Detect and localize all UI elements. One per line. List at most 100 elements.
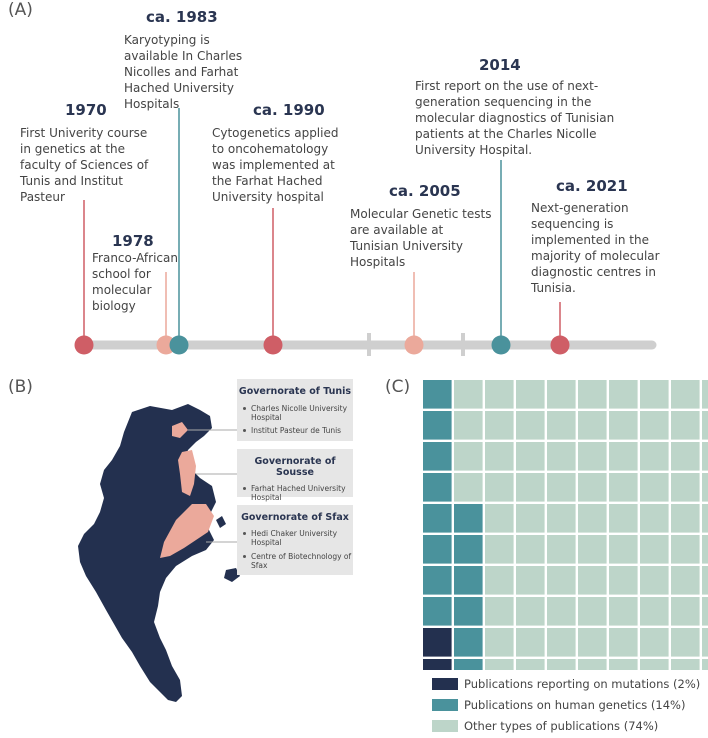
waffle-cell bbox=[640, 504, 669, 533]
event-1990-text: Cytogenetics applied to oncohematology w… bbox=[212, 126, 339, 204]
event-1983-year: ca. 1983 bbox=[146, 8, 218, 26]
waffle-cell bbox=[516, 504, 545, 533]
waffle-cell bbox=[516, 535, 545, 564]
waffle-cell bbox=[423, 659, 452, 670]
waffle-cell bbox=[547, 473, 576, 502]
waffle-cell bbox=[454, 535, 483, 564]
waffle-cell bbox=[578, 628, 607, 657]
waffle-cell bbox=[485, 566, 514, 595]
governorate-sfax-title: Governorate of Sfax bbox=[241, 512, 349, 523]
waffle-cell bbox=[578, 597, 607, 626]
waffle-cell bbox=[516, 442, 545, 471]
waffle-cell bbox=[609, 597, 638, 626]
waffle-cell bbox=[609, 442, 638, 471]
waffle-cell bbox=[702, 535, 708, 564]
waffle-cell bbox=[702, 504, 708, 533]
waffle-cell bbox=[547, 442, 576, 471]
waffle-cell bbox=[671, 628, 700, 657]
event-2005-year: ca. 2005 bbox=[389, 182, 461, 200]
waffle-cell bbox=[485, 473, 514, 502]
waffle-cell bbox=[454, 597, 483, 626]
waffle-cell bbox=[702, 566, 708, 595]
waffle-cell bbox=[702, 597, 708, 626]
tunisia-landmass bbox=[78, 404, 216, 702]
governorate-tunis-title: Governorate of Tunis bbox=[238, 386, 352, 397]
timeline-marker-1978 bbox=[156, 335, 176, 355]
governorate-sfax-item-2: Centre of Biotechnology of Sfax bbox=[237, 552, 353, 570]
waffle-cell bbox=[671, 566, 700, 595]
waffle-cell bbox=[671, 411, 700, 440]
timeline-marker-1983 bbox=[169, 335, 189, 355]
waffle-cell bbox=[640, 473, 669, 502]
waffle-cell bbox=[423, 535, 452, 564]
waffle-cell bbox=[640, 535, 669, 564]
waffle-cell bbox=[640, 628, 669, 657]
waffle-cell bbox=[609, 535, 638, 564]
waffle-cell bbox=[485, 411, 514, 440]
waffle-cell bbox=[578, 411, 607, 440]
waffle-cell bbox=[516, 566, 545, 595]
event-1978-text: Franco-African school for molecular biol… bbox=[92, 251, 178, 313]
waffle-cell bbox=[516, 473, 545, 502]
legend-swatch-mutations bbox=[432, 678, 458, 690]
waffle-cell bbox=[702, 659, 708, 670]
legend-label-other: Other types of publications (74%) bbox=[464, 719, 659, 733]
event-2005-text: Molecular Genetic tests are available at… bbox=[350, 207, 492, 269]
region-sousse bbox=[178, 450, 196, 496]
timeline-marker-2021 bbox=[550, 335, 570, 355]
waffle-chart bbox=[423, 380, 708, 670]
timeline-marker-2014 bbox=[491, 335, 511, 355]
waffle-cell bbox=[578, 380, 607, 409]
waffle-cell bbox=[423, 597, 452, 626]
legend-label-human-genetics: Publications on human genetics (14%) bbox=[464, 698, 686, 712]
waffle-cell bbox=[454, 442, 483, 471]
waffle-cell bbox=[485, 442, 514, 471]
waffle-cell bbox=[578, 504, 607, 533]
waffle-cell bbox=[423, 473, 452, 502]
waffle-cell bbox=[671, 659, 700, 670]
event-2021-year: ca. 2021 bbox=[556, 177, 628, 195]
waffle-cell bbox=[485, 628, 514, 657]
legend-label-mutations: Publications reporting on mutations (2%) bbox=[464, 677, 701, 691]
waffle-cell bbox=[485, 504, 514, 533]
waffle-cell bbox=[547, 411, 576, 440]
island-djerba bbox=[224, 568, 240, 582]
waffle-cell bbox=[671, 442, 700, 471]
waffle-cell bbox=[516, 628, 545, 657]
timeline-marker-1970 bbox=[74, 335, 94, 355]
waffle-cell bbox=[454, 411, 483, 440]
event-1978-year: 1978 bbox=[112, 232, 154, 250]
governorate-sousse-item-1: Farhat Hached University Hospital bbox=[237, 484, 353, 502]
waffle-cell bbox=[609, 473, 638, 502]
waffle-cell bbox=[671, 535, 700, 564]
event-1990-year: ca. 1990 bbox=[253, 101, 325, 119]
waffle-cell bbox=[578, 473, 607, 502]
waffle-cell bbox=[516, 380, 545, 409]
waffle-cell bbox=[423, 442, 452, 471]
waffle-cell bbox=[640, 411, 669, 440]
waffle-cell bbox=[547, 535, 576, 564]
waffle-cell bbox=[485, 659, 514, 670]
governorate-sousse-title: Governorate of Sousse bbox=[254, 456, 336, 478]
governorate-sfax-box: Governorate of Sfax Hedi Chaker Universi… bbox=[237, 505, 353, 575]
governorate-tunis-item-1: Charles Nicolle University Hospital bbox=[237, 404, 353, 422]
governorate-sfax-item-1: Hedi Chaker University Hospital bbox=[237, 529, 353, 547]
waffle-cell bbox=[702, 628, 708, 657]
governorate-sousse-box: Governorate of Sousse Farhat Hached Univ… bbox=[237, 449, 353, 502]
event-2014-text: First report on the use of next-generati… bbox=[415, 79, 615, 157]
panel-label-a: (A) bbox=[8, 0, 33, 20]
waffle-cell bbox=[516, 597, 545, 626]
waffle-cell bbox=[485, 535, 514, 564]
waffle-cell bbox=[640, 597, 669, 626]
waffle-cell bbox=[547, 380, 576, 409]
waffle-cell bbox=[671, 473, 700, 502]
waffle-cell bbox=[454, 659, 483, 670]
waffle-cell bbox=[702, 442, 708, 471]
panel-label-b: (B) bbox=[8, 377, 33, 397]
waffle-cell bbox=[423, 628, 452, 657]
timeline-marker-2005 bbox=[404, 335, 424, 355]
governorate-tunis-box: Governorate of Tunis Charles Nicolle Uni… bbox=[237, 379, 353, 441]
tunisia-map bbox=[78, 404, 240, 702]
waffle-cell bbox=[702, 380, 708, 409]
waffle-cell bbox=[423, 504, 452, 533]
